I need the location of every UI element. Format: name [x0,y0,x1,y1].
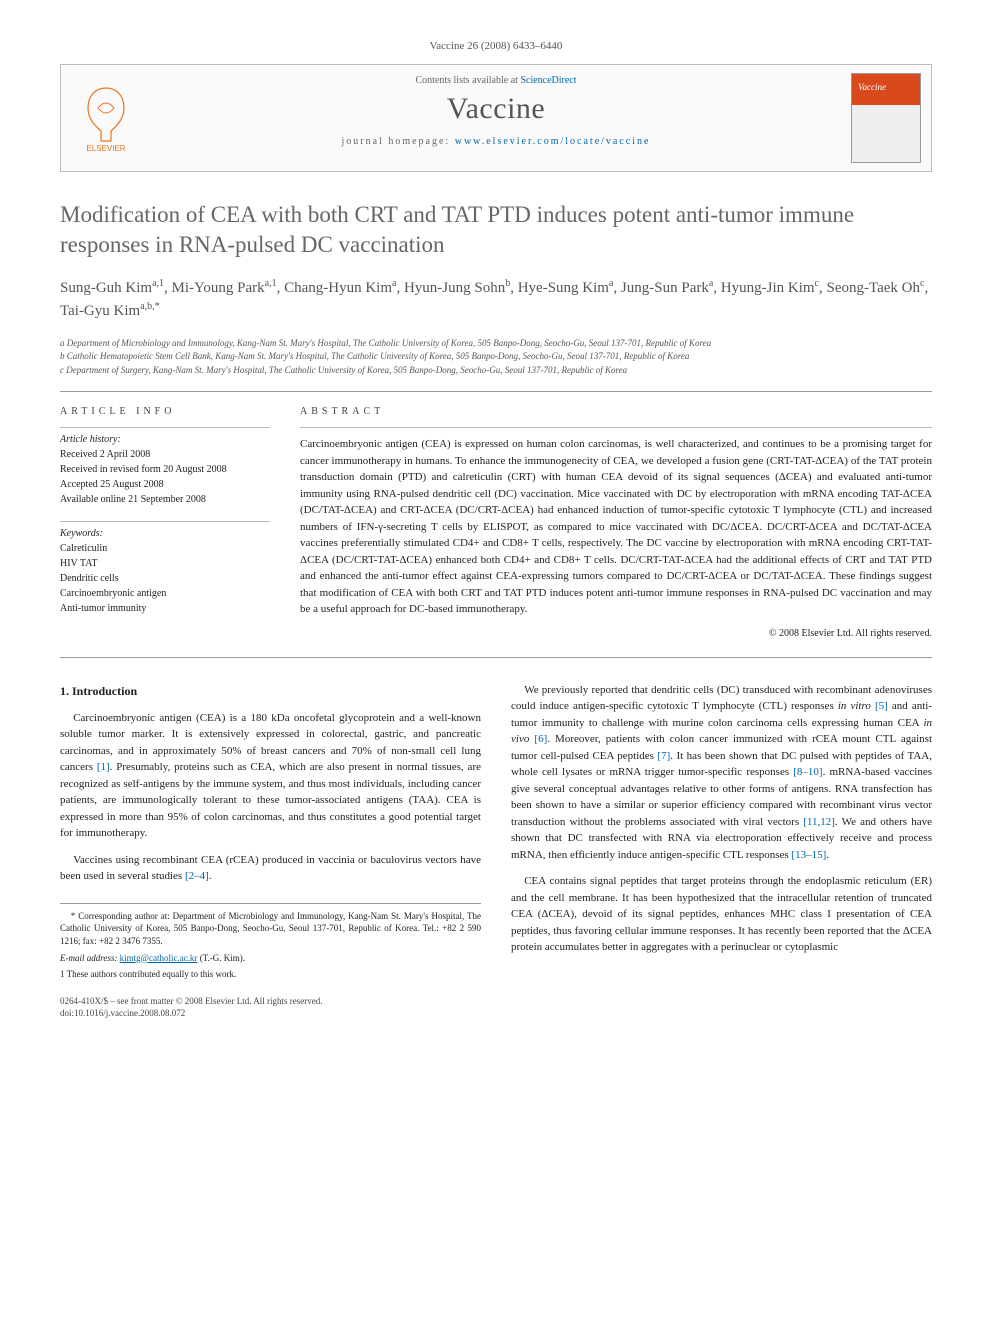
citation-ref[interactable]: [2–4] [185,870,209,882]
footnotes: * Corresponding author at: Department of… [60,903,481,981]
affiliation-line: b Catholic Hematopoietic Stem Cell Bank,… [60,350,932,364]
article-title: Modification of CEA with both CRT and TA… [60,200,932,260]
contents-available: Contents lists available at ScienceDirec… [151,75,841,86]
keyword: Dendritic cells [60,571,270,586]
elsevier-logo: ELSEVIER [61,65,151,171]
citation-ref[interactable]: [6] [534,733,547,745]
citation-ref[interactable]: [5] [875,700,888,712]
history-label: Article history: [60,434,270,445]
journal-header: ELSEVIER Contents lists available at Sci… [60,64,932,172]
citation-ref[interactable]: [1] [97,761,110,773]
doi-block: 0264-410X/$ – see front matter © 2008 El… [60,995,481,1020]
citation-ref[interactable]: [11,12] [803,816,835,828]
body-column-left: 1. Introduction Carcinoembryonic antigen… [60,682,481,1020]
citation-ref[interactable]: [8–10] [793,766,822,778]
history-line: Received 2 April 2008 [60,447,270,462]
keyword: Carcinoembryonic antigen [60,586,270,601]
keyword: HIV TAT [60,556,270,571]
journal-homepage: journal homepage: www.elsevier.com/locat… [151,136,841,147]
sciencedirect-link[interactable]: ScienceDirect [520,75,576,86]
keyword: Anti-tumor immunity [60,601,270,616]
abstract-section: ABSTRACT Carcinoembryonic antigen (CEA) … [300,406,932,639]
history-line: Available online 21 September 2008 [60,492,270,507]
affiliations: a Department of Microbiology and Immunol… [60,337,932,393]
equal-contribution-note: 1 These authors contributed equally to t… [60,968,481,981]
abstract-copyright: © 2008 Elsevier Ltd. All rights reserved… [300,628,932,639]
citation-ref[interactable]: [13–15] [791,849,826,861]
author-email-link[interactable]: kimtg@catholic.ac.kr [120,953,198,963]
section-heading: 1. Introduction [60,682,481,700]
abstract-text: Carcinoembryonic antigen (CEA) is expres… [300,427,932,618]
email-line: E-mail address: kimtg@catholic.ac.kr (T.… [60,952,481,965]
affiliation-line: a Department of Microbiology and Immunol… [60,337,932,351]
body-paragraph: Vaccines using recombinant CEA (rCEA) pr… [60,852,481,885]
body-paragraph: We previously reported that dendritic ce… [511,682,932,864]
abstract-heading: ABSTRACT [300,406,932,417]
body-paragraph: Carcinoembryonic antigen (CEA) is a 180 … [60,710,481,842]
history-line: Received in revised form 20 August 2008 [60,462,270,477]
article-info-sidebar: ARTICLE INFO Article history: Received 2… [60,406,270,639]
citation-ref[interactable]: [7] [657,750,670,762]
body-paragraph: CEA contains signal peptides that target… [511,873,932,956]
affiliation-line: c Department of Surgery, Kang-Nam St. Ma… [60,364,932,378]
author-list: Sung-Guh Kima,1, Mi-Young Parka,1, Chang… [60,276,932,323]
article-info-heading: ARTICLE INFO [60,406,270,417]
journal-name: Vaccine [151,92,841,126]
keyword: Calreticulin [60,541,270,556]
svg-text:ELSEVIER: ELSEVIER [86,144,125,153]
journal-cover-thumb: Vaccine [841,65,931,171]
history-line: Accepted 25 August 2008 [60,477,270,492]
body-column-right: We previously reported that dendritic ce… [511,682,932,1020]
citation-line: Vaccine 26 (2008) 6433–6440 [60,40,932,52]
corresponding-author-note: * Corresponding author at: Department of… [60,910,481,948]
body-text: 1. Introduction Carcinoembryonic antigen… [60,682,932,1020]
homepage-link[interactable]: www.elsevier.com/locate/vaccine [455,136,651,147]
keywords-label: Keywords: [60,528,270,539]
